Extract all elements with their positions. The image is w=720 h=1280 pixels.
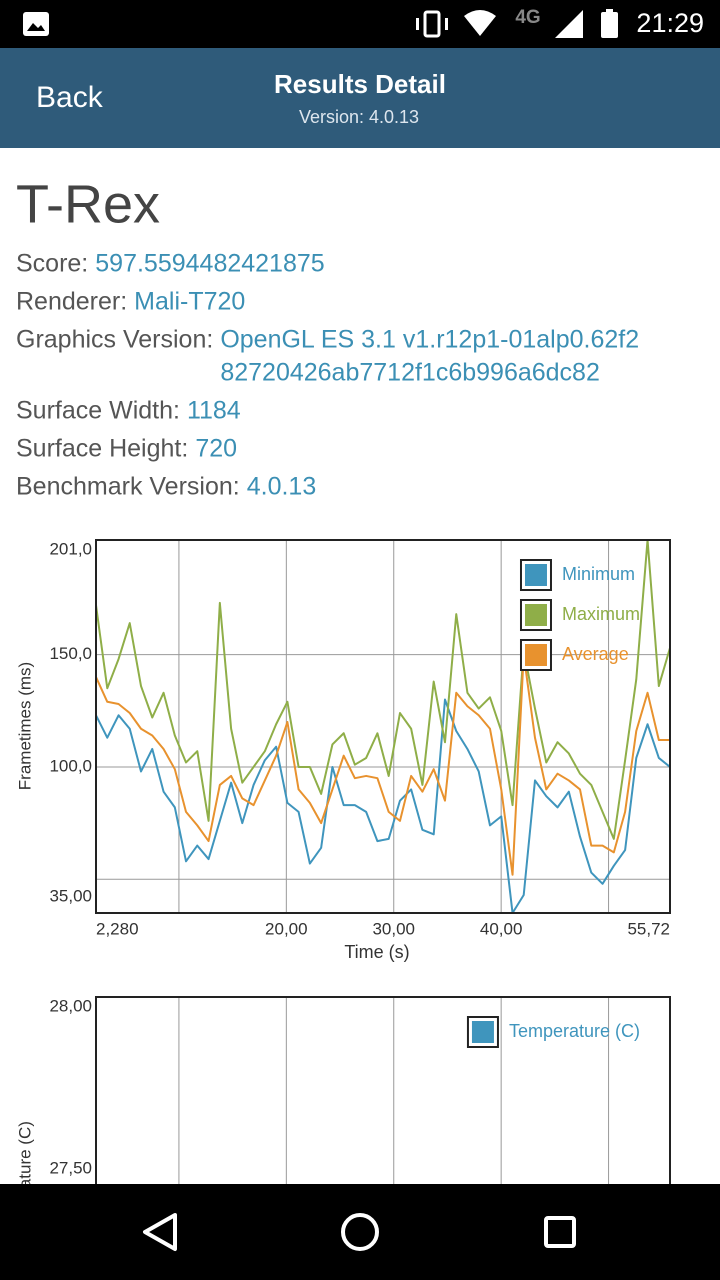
y-tick-label: 100,0 [49, 756, 92, 775]
legend-swatch [471, 1021, 494, 1043]
legend: Temperature (C) [466, 1016, 640, 1048]
detail-value: 720 [195, 435, 237, 463]
y-tick-label: 150,0 [49, 644, 92, 663]
series-line [95, 698, 671, 914]
y-tick-label: 35,00 [49, 886, 92, 905]
x-tick-label: 2,280 [96, 919, 139, 938]
y-axis-title: Frametimes (ms) [15, 662, 34, 790]
legend-swatch [524, 644, 547, 666]
detail-label: Surface Width: [16, 397, 180, 425]
detail-value: 597.5594482421875 [95, 250, 324, 278]
detail-value: OpenGL ES 3.1 v1.r12p1-01alp0.62f2 [220, 326, 639, 354]
x-tick-label: 55,72 [627, 919, 670, 938]
y-tick-label: 201,0 [49, 539, 92, 558]
legend-label: Maximum [562, 604, 640, 624]
network-type: 4G [515, 7, 540, 28]
header-title: Results Detail [274, 69, 446, 99]
series-line [95, 539, 671, 840]
nav-back[interactable] [143, 1213, 177, 1251]
clock: 21:29 [636, 8, 704, 38]
detail-value: 1184 [187, 397, 241, 425]
header-subtitle: Version: 4.0.13 [299, 107, 419, 127]
plot-area [96, 540, 670, 913]
x-tick-label: 40,00 [480, 919, 523, 938]
nav-recents[interactable] [544, 1216, 576, 1248]
legend: Minimum Maximum Average [519, 559, 640, 671]
detail-value: Mali-T720 [134, 288, 245, 316]
x-tick-label: 30,00 [372, 919, 415, 938]
plot-border [95, 539, 671, 914]
legend-label: Minimum [562, 564, 635, 584]
nav-bar [0, 1184, 720, 1280]
app-header [0, 48, 720, 148]
y-axis-title: Temperature (C) [15, 1121, 34, 1245]
detail-value: 4.0.13 [247, 473, 317, 501]
x-axis-title: Time (s) [344, 942, 409, 962]
legend-label: Temperature (C) [509, 1021, 640, 1041]
y-tick-label: 27,50 [49, 1158, 92, 1177]
detail-label: Graphics Version: [16, 326, 213, 354]
x-tick-label: 20,00 [265, 919, 308, 938]
status-bar [0, 0, 720, 48]
status-icons [23, 9, 618, 38]
chart: 201,0 150,0 100,0 35,002,280 20,00 30,00 40,00… [15, 539, 671, 962]
detail-label: Renderer: [16, 288, 127, 316]
detail-label: Benchmark Version: [16, 473, 240, 501]
plot-border [95, 996, 671, 1184]
test-name: T-Rex [16, 174, 160, 234]
plot-area [96, 997, 670, 1184]
back-button[interactable]: Back [36, 81, 104, 114]
series-line [95, 653, 670, 876]
detail-value: 82720426ab7712f1c6b996a6dc82 [220, 359, 600, 387]
legend-swatch [524, 564, 547, 586]
chart: 28,00 27,50 Temperature (C) Temperature (C) [15, 996, 671, 1245]
detail-label: Surface Height: [16, 435, 188, 463]
y-tick-label: 28,00 [49, 996, 92, 1015]
detail-label: Score: [16, 250, 88, 278]
nav-home[interactable] [341, 1213, 379, 1251]
legend-swatch [524, 604, 547, 626]
legend-label: Average [562, 644, 629, 664]
